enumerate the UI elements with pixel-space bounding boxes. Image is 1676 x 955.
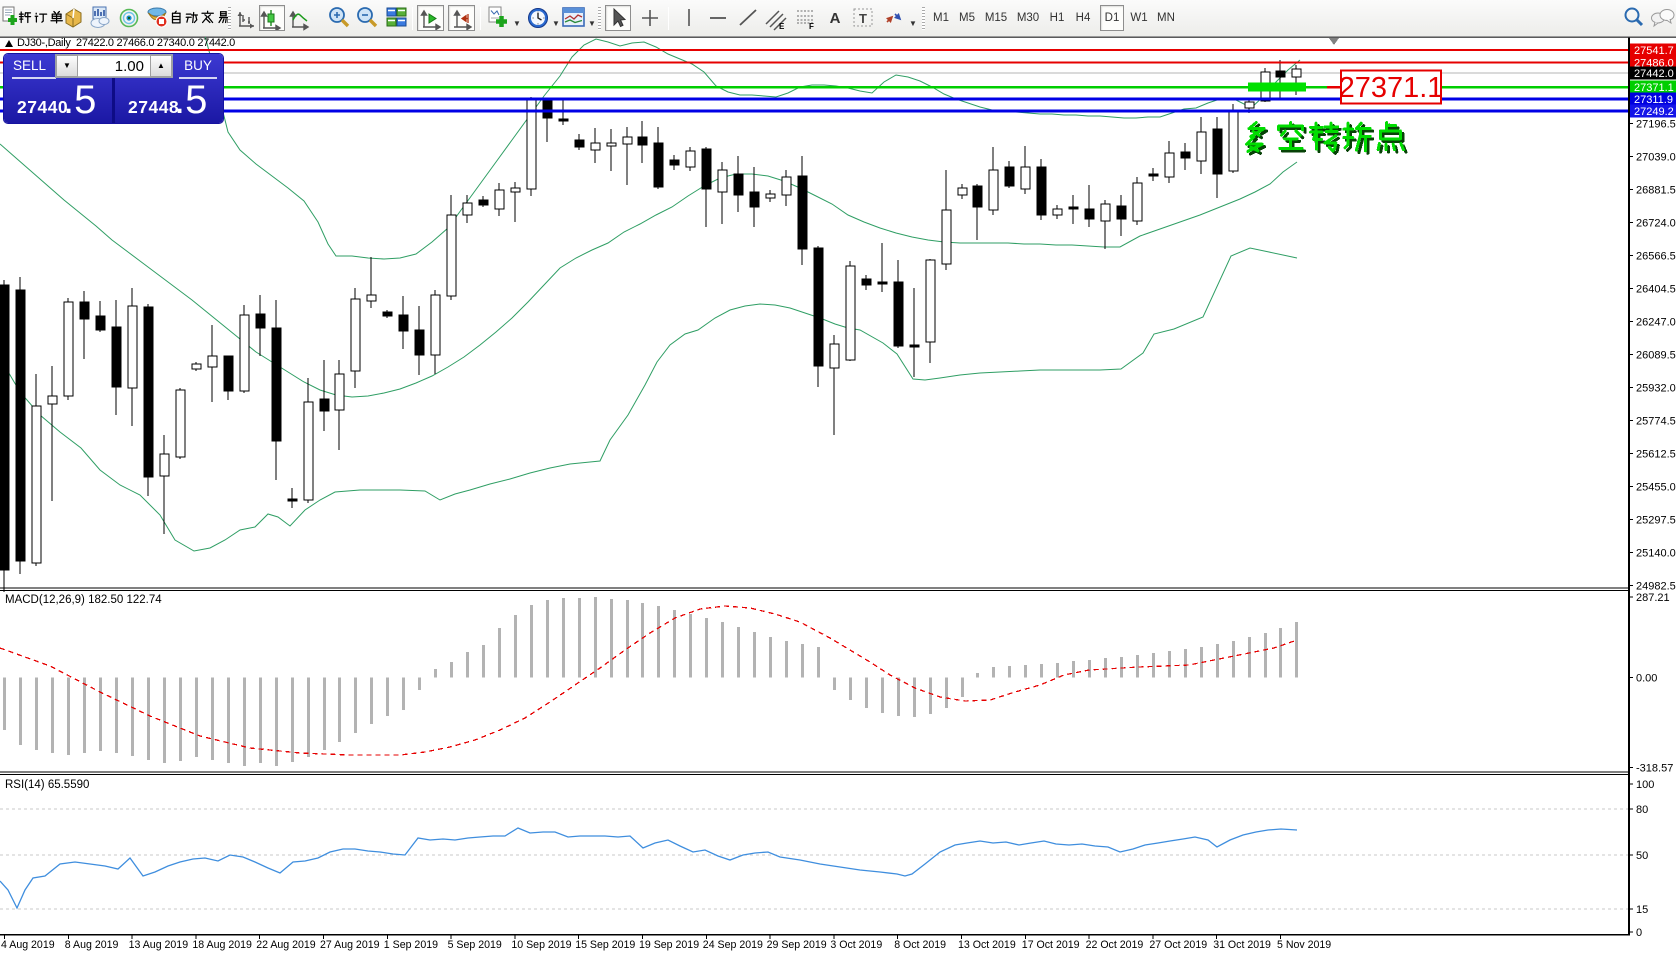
svg-text:26247.0: 26247.0 (1636, 317, 1676, 329)
svg-text:24982.5: 24982.5 (1636, 581, 1676, 593)
svg-text:1 Sep 2019: 1 Sep 2019 (384, 939, 438, 951)
svg-text:25612.5: 25612.5 (1636, 449, 1676, 461)
svg-text:22 Oct 2019: 22 Oct 2019 (1086, 939, 1144, 951)
svg-text:RSI(14) 65.5590: RSI(14) 65.5590 (5, 779, 89, 791)
svg-text:26881.5: 26881.5 (1636, 185, 1676, 197)
svg-text:26566.5: 26566.5 (1636, 251, 1676, 263)
svg-text:31 Oct 2019: 31 Oct 2019 (1213, 939, 1271, 951)
svg-text:25932.0: 25932.0 (1636, 383, 1676, 395)
svg-text:F: F (809, 22, 814, 31)
svg-text:100: 100 (1636, 779, 1654, 791)
svg-text:5 Nov 2019: 5 Nov 2019 (1277, 939, 1331, 951)
svg-text:13 Oct 2019: 13 Oct 2019 (958, 939, 1016, 951)
svg-text:22 Aug 2019: 22 Aug 2019 (256, 939, 316, 951)
svg-text:-318.57: -318.57 (1636, 763, 1673, 775)
svg-text:T: T (859, 11, 867, 26)
svg-text:24 Sep 2019: 24 Sep 2019 (703, 939, 763, 951)
svg-text:26404.5: 26404.5 (1636, 284, 1676, 296)
svg-text:3 Oct 2019: 3 Oct 2019 (830, 939, 882, 951)
svg-text:4 Aug 2019: 4 Aug 2019 (1, 939, 55, 951)
svg-text:27371.1: 27371.1 (1634, 82, 1674, 94)
svg-text:25140.0: 25140.0 (1636, 548, 1676, 560)
svg-text:27442.0: 27442.0 (1634, 68, 1674, 80)
svg-text:27541.7: 27541.7 (1634, 45, 1674, 57)
svg-text:29 Sep 2019: 29 Sep 2019 (767, 939, 827, 951)
svg-text:25455.0: 25455.0 (1636, 482, 1676, 494)
svg-text:287.21: 287.21 (1636, 592, 1670, 604)
svg-text:19 Sep 2019: 19 Sep 2019 (639, 939, 699, 951)
svg-text:8 Aug 2019: 8 Aug 2019 (65, 939, 119, 951)
svg-text:26724.0: 26724.0 (1636, 218, 1676, 230)
svg-text:13 Aug 2019: 13 Aug 2019 (129, 939, 189, 951)
svg-text:MACD(12,26,9) 182.50 122.74: MACD(12,26,9) 182.50 122.74 (5, 594, 162, 606)
svg-text:27249.2: 27249.2 (1634, 106, 1674, 118)
svg-text:0.00: 0.00 (1636, 673, 1657, 685)
svg-text:E: E (779, 22, 785, 31)
svg-text:17 Oct 2019: 17 Oct 2019 (1022, 939, 1080, 951)
svg-text:15 Sep 2019: 15 Sep 2019 (575, 939, 635, 951)
svg-text:5 Sep 2019: 5 Sep 2019 (448, 939, 502, 951)
svg-text:10 Sep 2019: 10 Sep 2019 (511, 939, 571, 951)
svg-text:50: 50 (1636, 850, 1648, 862)
svg-text:27196.5: 27196.5 (1636, 119, 1676, 131)
svg-text:0: 0 (1636, 927, 1642, 939)
svg-text:27311.9: 27311.9 (1634, 94, 1673, 106)
svg-text:15: 15 (1636, 904, 1648, 916)
svg-text:8 Oct 2019: 8 Oct 2019 (894, 939, 946, 951)
svg-text:18 Aug 2019: 18 Aug 2019 (192, 939, 252, 951)
svg-text:27 Oct 2019: 27 Oct 2019 (1149, 939, 1207, 951)
svg-text:25774.5: 25774.5 (1636, 416, 1676, 428)
svg-text:27371.1: 27371.1 (1339, 72, 1444, 104)
svg-text:27 Aug 2019: 27 Aug 2019 (320, 939, 380, 951)
svg-text:26089.5: 26089.5 (1636, 350, 1676, 362)
svg-text:27039.0: 27039.0 (1636, 152, 1676, 164)
svg-text:25297.5: 25297.5 (1636, 515, 1676, 527)
svg-text:80: 80 (1636, 804, 1648, 816)
